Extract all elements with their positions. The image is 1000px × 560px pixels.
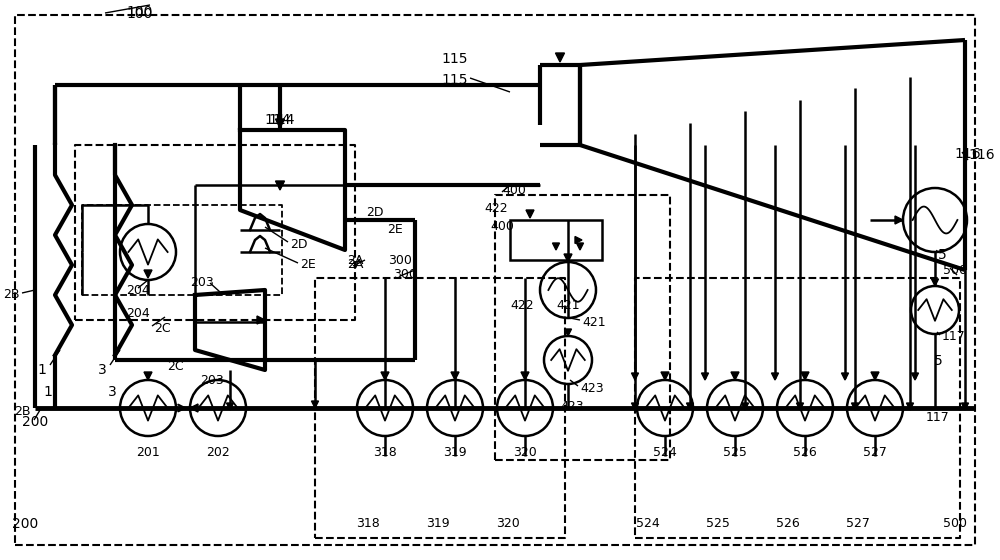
Polygon shape [912, 373, 918, 380]
Text: 400: 400 [490, 220, 514, 234]
Polygon shape [526, 210, 534, 218]
Polygon shape [702, 373, 708, 380]
Text: 400: 400 [502, 184, 526, 197]
Text: 2D: 2D [290, 239, 308, 251]
Polygon shape [661, 372, 669, 380]
Polygon shape [144, 270, 152, 278]
Polygon shape [226, 403, 234, 410]
Polygon shape [731, 372, 739, 380]
Polygon shape [842, 373, 848, 380]
Text: 2E: 2E [387, 223, 403, 236]
Polygon shape [312, 401, 318, 408]
Text: 202: 202 [206, 446, 230, 459]
Text: 2B: 2B [14, 405, 30, 418]
Text: 421: 421 [556, 298, 580, 312]
Text: 423: 423 [560, 399, 584, 413]
Polygon shape [632, 403, 639, 410]
Text: 1: 1 [38, 363, 46, 377]
Polygon shape [686, 403, 694, 410]
Text: 115: 115 [442, 73, 468, 87]
Polygon shape [796, 403, 804, 410]
Polygon shape [576, 243, 584, 250]
Text: 318: 318 [356, 517, 380, 530]
Bar [510, 220, 602, 260]
Text: 3: 3 [108, 385, 116, 399]
Text: 1: 1 [44, 385, 52, 399]
Text: 300: 300 [388, 254, 412, 267]
Text: 117: 117 [926, 410, 950, 424]
Polygon shape [575, 236, 582, 244]
Polygon shape [564, 254, 572, 262]
Polygon shape [451, 372, 459, 380]
Polygon shape [895, 216, 903, 224]
Text: 318: 318 [373, 446, 397, 459]
Text: 524: 524 [653, 446, 677, 459]
Text: 116: 116 [968, 148, 995, 162]
Text: 203: 203 [190, 276, 214, 288]
Text: 526: 526 [776, 517, 800, 530]
Text: 3: 3 [98, 363, 106, 377]
Text: 200: 200 [12, 516, 38, 531]
Text: 204: 204 [126, 307, 150, 320]
Polygon shape [564, 329, 572, 336]
Polygon shape [801, 372, 809, 380]
Text: 114: 114 [269, 113, 295, 128]
Text: 100: 100 [127, 5, 153, 19]
Polygon shape [632, 373, 639, 380]
Polygon shape [871, 372, 879, 380]
Text: 300: 300 [393, 268, 417, 282]
Text: 320: 320 [496, 517, 520, 530]
Polygon shape [932, 279, 938, 286]
Polygon shape [257, 316, 265, 324]
Text: 500: 500 [943, 517, 967, 530]
Text: 203: 203 [200, 374, 224, 388]
Text: 2E: 2E [300, 259, 316, 272]
Text: 2A: 2A [347, 259, 363, 272]
Text: 319: 319 [443, 446, 467, 459]
Text: 320: 320 [513, 446, 537, 459]
Text: 526: 526 [793, 446, 817, 459]
Text: 524: 524 [636, 517, 660, 530]
Text: 2D: 2D [366, 206, 384, 220]
Polygon shape [556, 53, 564, 62]
Text: 201: 201 [136, 446, 160, 459]
Text: 114: 114 [265, 113, 291, 127]
Text: 422: 422 [510, 298, 534, 312]
Polygon shape [742, 403, 748, 410]
Text: 525: 525 [723, 446, 747, 459]
Text: 5: 5 [938, 248, 947, 262]
Polygon shape [190, 404, 198, 412]
Text: 525: 525 [706, 517, 730, 530]
Text: 423: 423 [580, 381, 604, 394]
Text: 527: 527 [846, 517, 870, 530]
Polygon shape [276, 181, 285, 190]
Text: 319: 319 [426, 517, 450, 530]
Text: 500: 500 [943, 264, 967, 277]
Polygon shape [906, 403, 914, 410]
Polygon shape [521, 372, 529, 380]
Polygon shape [381, 372, 389, 380]
Text: 2B: 2B [4, 288, 20, 301]
Polygon shape [962, 403, 968, 410]
Text: 204: 204 [126, 283, 150, 296]
Text: 115: 115 [442, 52, 468, 66]
Polygon shape [552, 243, 560, 250]
Text: 116: 116 [955, 147, 981, 161]
Text: 421: 421 [582, 315, 606, 329]
Text: 422: 422 [484, 202, 508, 214]
Text: 100: 100 [127, 7, 153, 21]
Text: 2C: 2C [154, 321, 170, 334]
Text: 117: 117 [942, 330, 966, 343]
Polygon shape [144, 372, 152, 380]
Polygon shape [276, 119, 285, 128]
Polygon shape [852, 403, 858, 410]
Polygon shape [772, 373, 778, 380]
Text: 5: 5 [934, 354, 942, 368]
Text: 2C: 2C [167, 360, 183, 374]
Text: 2A: 2A [347, 254, 363, 267]
Text: 527: 527 [863, 446, 887, 459]
Text: 200: 200 [22, 415, 48, 429]
